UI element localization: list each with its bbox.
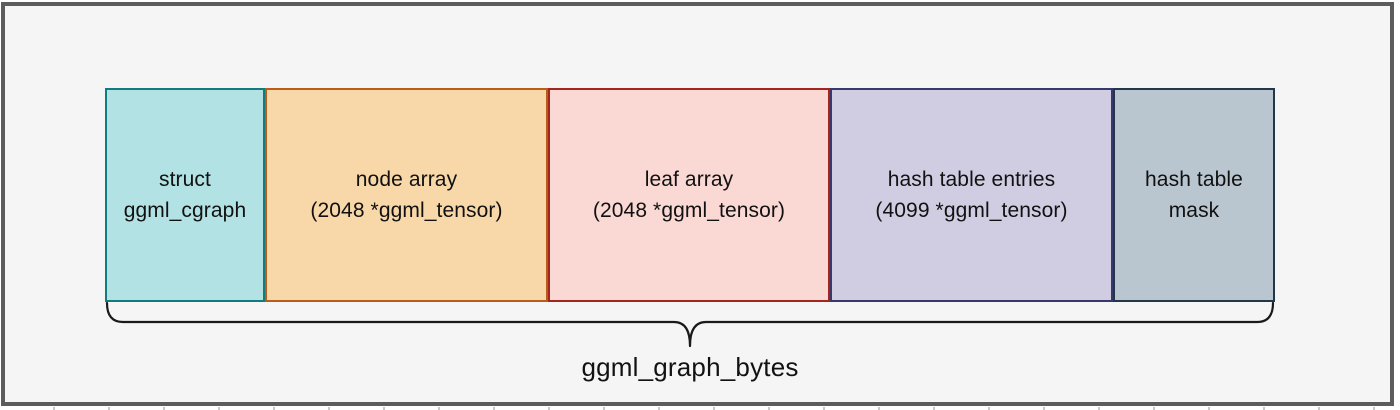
curly-brace-path <box>105 301 1275 348</box>
bottom-edge-ticks <box>0 407 1400 410</box>
curly-brace <box>105 301 1275 348</box>
block-label: node array (2048 *ggml_tensor) <box>310 168 503 222</box>
block-label: hash table mask <box>1145 168 1243 222</box>
memory-block-hash-table-entries: hash table entries (4099 *ggml_tensor) <box>830 88 1113 302</box>
block-label: leaf array (2048 *ggml_tensor) <box>592 168 786 222</box>
brace-label: ggml_graph_bytes <box>581 352 799 382</box>
block-label: hash table entries (4099 *ggml_tensor) <box>875 168 1068 222</box>
memory-block-hash-table-mask: hash table mask <box>1113 88 1275 302</box>
block-label: struct ggml_cgraph <box>123 168 247 222</box>
memory-blocks-row: struct ggml_cgraph node array (2048 *ggml_t… <box>105 88 1275 302</box>
memory-block-node-array: node array (2048 *ggml_tensor) <box>265 88 548 302</box>
memory-block-leaf-array: leaf array (2048 *ggml_tensor) <box>548 88 830 302</box>
memory-block-struct-ggml-cgraph: struct ggml_cgraph <box>105 88 265 302</box>
